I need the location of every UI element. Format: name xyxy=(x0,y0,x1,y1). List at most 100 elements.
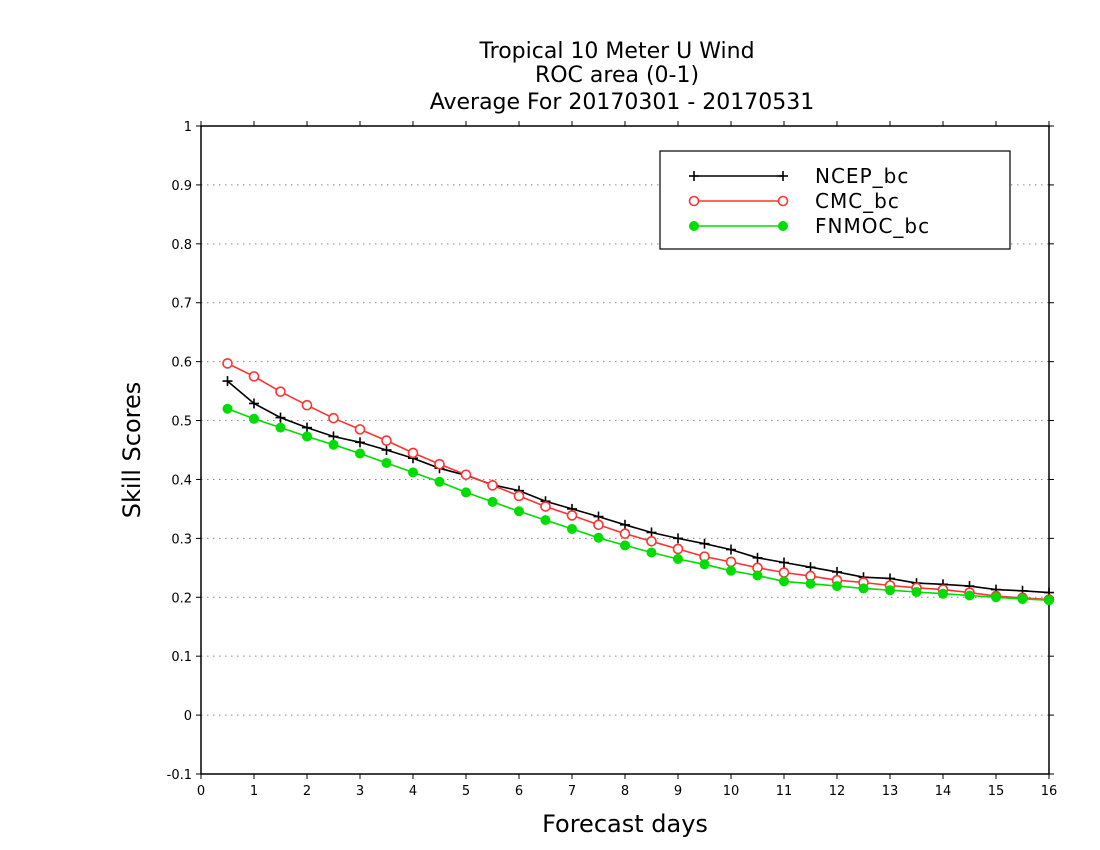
data-point xyxy=(911,586,922,597)
x-tick-label: 5 xyxy=(462,784,470,799)
data-point xyxy=(275,412,286,423)
data-point xyxy=(673,533,683,544)
data-point xyxy=(513,490,525,502)
data-point xyxy=(689,171,699,181)
data-point xyxy=(381,457,392,468)
data-point xyxy=(407,447,419,459)
data-point xyxy=(646,536,657,547)
data-point xyxy=(302,422,312,433)
data-point xyxy=(222,403,233,414)
data-point xyxy=(805,578,816,589)
data-point xyxy=(487,496,498,507)
data-point xyxy=(805,562,816,573)
y-tick-label: 0.2 xyxy=(171,591,192,606)
data-point xyxy=(777,195,789,207)
data-point xyxy=(991,592,1001,603)
data-point xyxy=(620,519,630,530)
data-point xyxy=(689,221,699,231)
y-tick-label: 0.9 xyxy=(171,179,192,194)
x-tick-label: 10 xyxy=(723,784,740,799)
data-point xyxy=(672,543,684,555)
data-point xyxy=(778,221,788,231)
data-point xyxy=(540,515,551,526)
series-line xyxy=(227,362,1050,601)
grid xyxy=(201,184,1049,716)
data-point xyxy=(487,480,498,491)
data-point xyxy=(567,523,577,534)
data-point xyxy=(619,528,631,539)
x-tick-label: 3 xyxy=(356,784,364,799)
data-point xyxy=(778,567,790,578)
data-point xyxy=(328,439,339,450)
series-line xyxy=(227,408,1050,601)
y-tick-label: 0.4 xyxy=(171,473,192,488)
x-tick-label: 11 xyxy=(776,784,793,799)
data-point xyxy=(646,527,657,538)
series-NCEP_bc xyxy=(222,376,1054,598)
data-point xyxy=(222,358,233,369)
data-point xyxy=(222,376,233,387)
data-point xyxy=(302,431,312,442)
data-point xyxy=(408,467,418,478)
data-point xyxy=(328,412,339,424)
legend-entry: FNMOC_bc xyxy=(689,214,930,238)
y-tick-label: -0.1 xyxy=(167,768,192,783)
data-point xyxy=(688,195,700,207)
data-point xyxy=(858,583,869,594)
x-tick-label: 13 xyxy=(882,784,899,799)
chart-title-line-2: ROC area (0-1) xyxy=(535,63,699,88)
data-point xyxy=(778,171,788,181)
x-tick-label: 0 xyxy=(197,784,205,799)
data-point xyxy=(355,437,365,448)
legend-label: FNMOC_bc xyxy=(815,214,930,238)
data-point xyxy=(725,556,737,568)
data-point xyxy=(699,538,710,549)
y-axis-label: Skill Scores xyxy=(118,382,146,519)
y-tick-label: 0.8 xyxy=(171,238,192,253)
y-tick-label: 1 xyxy=(184,120,192,135)
data-point xyxy=(566,510,578,521)
legend-entry: CMC_bc xyxy=(688,189,900,213)
data-point xyxy=(249,413,259,424)
y-tick-label: 0.6 xyxy=(171,356,192,371)
x-tick-label: 8 xyxy=(621,784,629,799)
y-tick-label: 0 xyxy=(184,709,192,724)
data-point xyxy=(381,435,392,446)
data-point xyxy=(646,547,657,558)
chart-title: Tropical 10 Meter U Wind ROC area (0-1) … xyxy=(430,39,815,115)
y-tick-label: 0.1 xyxy=(171,650,192,665)
legend-label: NCEP_bc xyxy=(815,164,909,188)
x-axis-label: Forecast days xyxy=(542,810,708,838)
legend-entry: NCEP_bc xyxy=(689,164,909,188)
data-point xyxy=(752,552,763,563)
data-point xyxy=(249,398,259,409)
data-point xyxy=(354,424,366,435)
chart-title-line-3: Average For 20170301 - 20170531 xyxy=(430,90,815,115)
data-point xyxy=(832,581,842,592)
data-point xyxy=(514,506,524,517)
data-point xyxy=(699,559,710,570)
x-tick-label: 6 xyxy=(515,784,523,799)
y-tick-label: 0.5 xyxy=(171,415,192,430)
x-tick-label: 2 xyxy=(303,784,311,799)
x-tick-label: 15 xyxy=(988,784,1005,799)
data-point xyxy=(301,399,313,411)
data-point xyxy=(593,532,604,543)
y-tick-label: 0.3 xyxy=(171,532,192,547)
x-tick-label: 14 xyxy=(935,784,952,799)
data-point xyxy=(779,557,789,568)
data-point xyxy=(673,553,683,564)
data-point xyxy=(938,588,948,599)
x-tick-label: 9 xyxy=(674,784,682,799)
legend-label: CMC_bc xyxy=(815,189,900,213)
data-point xyxy=(593,519,604,531)
data-point xyxy=(726,565,736,576)
series-CMC_bc xyxy=(222,358,1055,605)
data-point xyxy=(434,476,445,487)
x-tick-label: 12 xyxy=(829,784,846,799)
data-point xyxy=(752,570,763,581)
data-point xyxy=(540,501,551,512)
data-point xyxy=(460,469,472,481)
